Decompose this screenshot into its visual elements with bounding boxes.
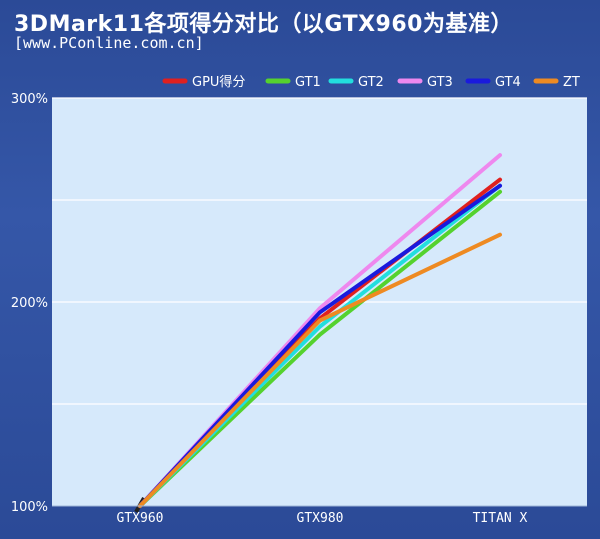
series-lines xyxy=(134,153,502,513)
legend: GPU得分 GT1 GT2 GT3 GT4 ZT xyxy=(162,74,580,90)
legend-label: GT2 xyxy=(358,75,384,90)
grid-lines xyxy=(52,97,587,405)
y-tick-labels: 100% 200% 300% xyxy=(11,92,48,515)
legend-item: GT3 xyxy=(397,75,453,90)
y-tick-label: 300% xyxy=(11,92,48,107)
legend-label: GT3 xyxy=(427,75,453,90)
chart-subtitle: [www.PConline.com.cn] xyxy=(14,34,204,52)
legend-item: ZT xyxy=(533,75,580,90)
legend-item: GT1 xyxy=(265,75,321,90)
x-tick-label: GTX960 xyxy=(117,511,164,526)
legend-item: GT2 xyxy=(328,75,384,90)
x-tick-labels: GTX960 GTX980 TITAN X xyxy=(117,511,528,526)
legend-label: GT4 xyxy=(495,75,521,90)
x-tick-label: GTX980 xyxy=(297,511,344,526)
legend-label: GPU得分 xyxy=(192,74,245,90)
chart-title: 3DMark11各项得分对比（以GTX960为基准） xyxy=(14,12,513,37)
x-tick-label: TITAN X xyxy=(473,511,528,526)
y-tick-label: 100% xyxy=(11,500,48,515)
y-tick-label: 200% xyxy=(11,296,48,311)
legend-label: GT1 xyxy=(295,75,321,90)
series-line xyxy=(138,232,502,508)
legend-label: ZT xyxy=(563,75,580,90)
legend-item: GPU得分 xyxy=(162,74,245,90)
legend-item: GT4 xyxy=(465,75,521,90)
